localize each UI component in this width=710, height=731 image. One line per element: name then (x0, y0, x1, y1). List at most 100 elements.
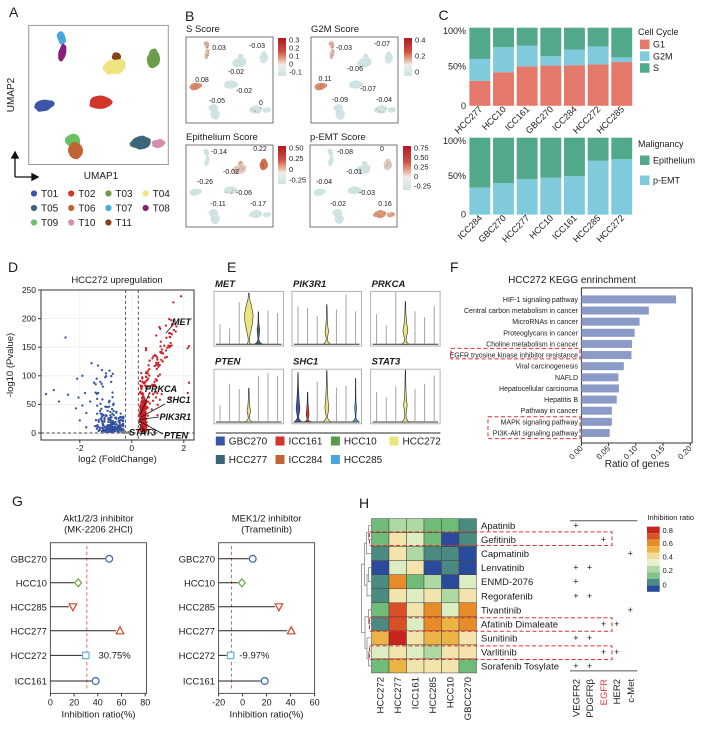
svg-text:Tivantinib: Tivantinib (481, 605, 521, 616)
svg-text:MAPK signaling pathway: MAPK signaling pathway (501, 419, 579, 426)
svg-text:-0.17: -0.17 (250, 201, 266, 208)
svg-text:60: 60 (116, 698, 126, 708)
svg-text:HCC285: HCC285 (179, 602, 215, 613)
svg-text:HCC277: HCC277 (10, 626, 46, 637)
svg-text:Akt1/2/3 inhibitor: Akt1/2/3 inhibitor (63, 514, 134, 525)
svg-text:ICC161: ICC161 (410, 677, 421, 709)
svg-text:G1: G1 (653, 40, 665, 50)
svg-text:0.25: 0.25 (289, 154, 304, 163)
svg-text:+: + (614, 647, 619, 657)
svg-text:+: + (614, 619, 619, 629)
svg-text:A: A (9, 4, 19, 20)
svg-text:+: + (573, 633, 578, 643)
svg-text:0.3: 0.3 (289, 36, 299, 45)
svg-text:-0.25: -0.25 (289, 176, 306, 185)
svg-text:0.2: 0.2 (289, 44, 299, 53)
svg-text:-0.14: -0.14 (211, 149, 227, 156)
svg-text:-0.07: -0.07 (360, 86, 376, 93)
svg-text:+: + (601, 619, 606, 629)
svg-text:PRKCA: PRKCA (145, 384, 177, 394)
svg-text:Hepatitis B: Hepatitis B (544, 397, 578, 404)
svg-text:-2: -2 (76, 443, 84, 453)
svg-text:Capmatinib: Capmatinib (481, 549, 529, 560)
svg-text:GBCC270: GBCC270 (463, 677, 474, 720)
svg-text:PIK3R1: PIK3R1 (160, 412, 192, 422)
svg-text:T09: T09 (41, 218, 59, 229)
svg-text:0.1: 0.1 (289, 52, 299, 61)
svg-text:-0.01: -0.01 (346, 169, 362, 176)
svg-text:2: 2 (181, 443, 186, 453)
svg-text:E: E (227, 259, 236, 275)
svg-text:UMAP1: UMAP1 (84, 171, 119, 182)
svg-text:-0.06: -0.06 (236, 190, 252, 197)
svg-text:Cell Cycle: Cell Cycle (638, 27, 679, 37)
svg-text:-0.03: -0.03 (359, 190, 375, 197)
svg-text:-0.25: -0.25 (414, 182, 431, 191)
svg-text:+: + (587, 633, 592, 643)
svg-text:+: + (573, 577, 578, 587)
svg-text:Malignancy: Malignancy (638, 139, 684, 149)
svg-text:40: 40 (286, 698, 296, 708)
svg-text:Regorafenib: Regorafenib (481, 591, 533, 602)
svg-text:PIK3R1: PIK3R1 (293, 279, 326, 290)
svg-text:HCC272: HCC272 (403, 437, 442, 448)
svg-text:HCC285: HCC285 (10, 602, 46, 613)
svg-text:T02: T02 (78, 189, 96, 200)
svg-text:-9.97%: -9.97% (239, 650, 270, 661)
svg-text:+: + (628, 549, 633, 559)
svg-text:SHC1: SHC1 (167, 395, 191, 405)
svg-text:0: 0 (31, 428, 36, 438)
svg-text:0: 0 (461, 210, 466, 220)
svg-text:0.2: 0.2 (415, 52, 425, 61)
svg-text:HCC285: HCC285 (428, 677, 439, 713)
svg-text:-0.26: -0.26 (197, 179, 213, 186)
svg-text:-0.02: -0.02 (228, 69, 244, 76)
svg-text:-0.04: -0.04 (316, 179, 332, 186)
svg-text:GBC270: GBC270 (10, 554, 46, 565)
svg-text:p-EMT Score: p-EMT Score (310, 132, 366, 143)
svg-text:0.50: 0.50 (414, 153, 429, 162)
svg-text:-0.08: -0.08 (337, 149, 353, 156)
svg-text:HCC277: HCC277 (453, 104, 484, 135)
svg-text:Choline metabolism in cancer: Choline metabolism in cancer (486, 341, 578, 348)
svg-text:ENMD-2076: ENMD-2076 (481, 577, 533, 588)
svg-text:0: 0 (415, 68, 419, 77)
svg-text:-0.04: -0.04 (376, 97, 392, 104)
svg-text:STAT3: STAT3 (372, 357, 401, 368)
svg-text:GBC270: GBC270 (179, 554, 215, 565)
svg-text:+: + (587, 563, 592, 573)
svg-text:PRKCA: PRKCA (372, 279, 406, 290)
svg-text:S: S (653, 63, 659, 73)
svg-text:+: + (573, 591, 578, 601)
svg-text:ICC161: ICC161 (289, 437, 323, 448)
svg-text:0.8: 0.8 (663, 526, 673, 535)
svg-text:Sorafenib Tosylate: Sorafenib Tosylate (481, 661, 559, 672)
svg-text:Hepatocellular carcinoma: Hepatocellular carcinoma (499, 386, 578, 393)
svg-text:D: D (8, 259, 18, 275)
svg-text:PTEN: PTEN (215, 357, 241, 368)
svg-text:Varlitinib: Varlitinib (481, 647, 517, 658)
svg-text:0.25: 0.25 (414, 163, 429, 172)
svg-text:+: + (573, 661, 578, 671)
svg-text:GBC270: GBC270 (229, 437, 268, 448)
svg-text:+: + (573, 521, 578, 531)
svg-text:G2M Score: G2M Score (311, 24, 359, 35)
svg-text:T06: T06 (78, 204, 96, 215)
svg-text:0.22: 0.22 (253, 146, 267, 153)
svg-text:Epithelium Score: Epithelium Score (186, 132, 258, 143)
svg-text:T04: T04 (153, 189, 171, 200)
svg-text:50%: 50% (448, 62, 466, 72)
svg-text:-0.02: -0.02 (223, 169, 239, 176)
svg-text:0.20: 0.20 (676, 444, 694, 462)
svg-text:250: 250 (22, 285, 36, 295)
svg-text:Inhibition ratio(%): Inhibition ratio(%) (62, 710, 136, 721)
svg-text:Proteoglycans in cancer: Proteoglycans in cancer (503, 330, 578, 337)
svg-text:PI3K-Akt signaling pathway: PI3K-Akt signaling pathway (493, 430, 579, 437)
svg-text:0: 0 (129, 443, 134, 453)
svg-text:0.2: 0.2 (663, 566, 673, 575)
svg-text:p-EMT: p-EMT (653, 175, 681, 185)
svg-text:C: C (439, 7, 449, 23)
svg-text:0: 0 (48, 698, 53, 708)
svg-text:HCC10: HCC10 (184, 578, 215, 589)
svg-text:-0.03: -0.03 (336, 45, 352, 52)
